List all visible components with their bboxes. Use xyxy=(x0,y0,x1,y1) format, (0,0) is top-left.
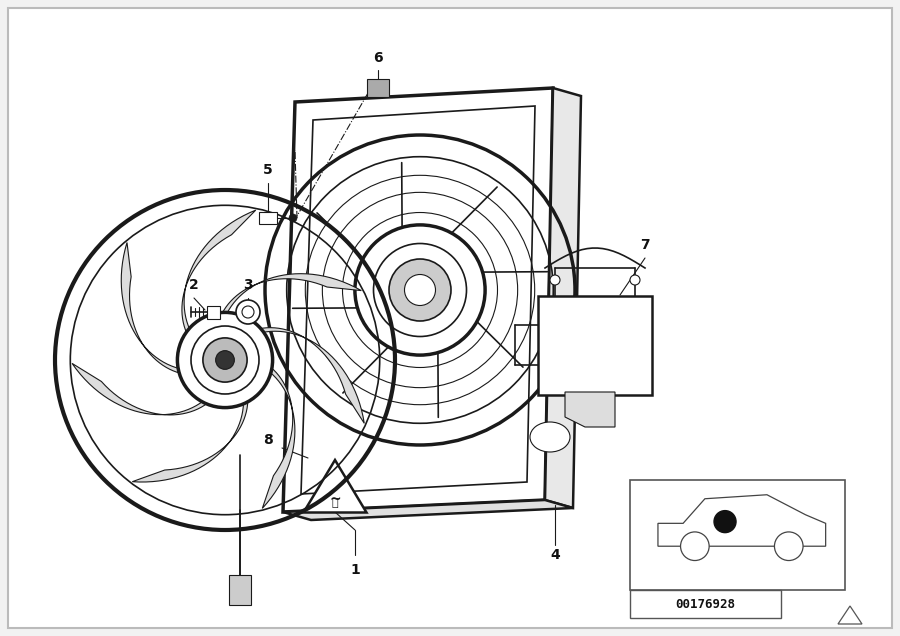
Text: 4: 4 xyxy=(550,548,560,562)
Polygon shape xyxy=(122,242,194,375)
Circle shape xyxy=(236,300,260,324)
FancyBboxPatch shape xyxy=(8,8,892,628)
Polygon shape xyxy=(545,88,581,508)
Polygon shape xyxy=(218,273,362,327)
Polygon shape xyxy=(259,360,295,508)
Circle shape xyxy=(775,532,803,560)
Polygon shape xyxy=(229,575,251,605)
Polygon shape xyxy=(182,210,256,345)
FancyBboxPatch shape xyxy=(259,212,277,224)
Polygon shape xyxy=(283,500,573,520)
Polygon shape xyxy=(72,363,218,415)
Text: 8: 8 xyxy=(263,433,273,447)
Text: ⓢ: ⓢ xyxy=(332,498,338,508)
FancyBboxPatch shape xyxy=(206,305,220,319)
Circle shape xyxy=(216,350,234,370)
FancyBboxPatch shape xyxy=(630,590,780,618)
Circle shape xyxy=(714,511,736,532)
FancyBboxPatch shape xyxy=(367,79,389,97)
Polygon shape xyxy=(132,387,248,482)
Polygon shape xyxy=(303,460,366,513)
Text: 1: 1 xyxy=(350,563,360,577)
Polygon shape xyxy=(247,328,364,424)
Circle shape xyxy=(289,214,297,222)
Circle shape xyxy=(389,259,451,321)
Text: 6: 6 xyxy=(374,51,382,65)
FancyBboxPatch shape xyxy=(630,480,845,590)
Circle shape xyxy=(404,275,436,305)
Text: 2: 2 xyxy=(189,278,199,292)
Text: 7: 7 xyxy=(640,238,650,252)
Circle shape xyxy=(630,275,640,285)
Circle shape xyxy=(177,312,273,408)
Text: ~: ~ xyxy=(329,493,341,507)
Text: 5: 5 xyxy=(263,163,273,177)
Ellipse shape xyxy=(530,422,570,452)
Text: 3: 3 xyxy=(243,278,253,292)
Circle shape xyxy=(550,275,560,285)
Circle shape xyxy=(680,532,709,560)
Circle shape xyxy=(355,225,485,355)
Circle shape xyxy=(202,338,248,382)
FancyBboxPatch shape xyxy=(538,296,652,395)
Text: 00176928: 00176928 xyxy=(675,597,735,611)
Polygon shape xyxy=(565,392,615,427)
Polygon shape xyxy=(283,88,553,512)
